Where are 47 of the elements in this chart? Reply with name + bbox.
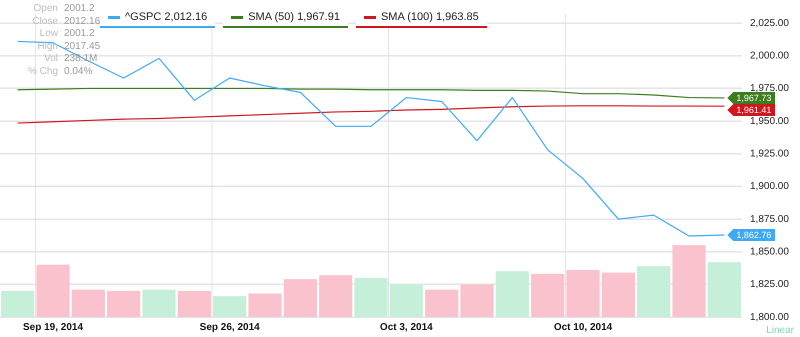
y-tick-label: 1,900.00 <box>750 181 790 192</box>
bar <box>496 271 529 317</box>
y-tick-label: 2,000.00 <box>750 50 790 62</box>
x-tick-label: Oct 3, 2014 <box>380 322 434 333</box>
annotation: % Chg 0.04% <box>26 66 92 78</box>
y-tick-label: 1,950.00 <box>750 116 790 127</box>
annotation: Low 2001.2 <box>38 28 95 40</box>
bar <box>107 290 140 317</box>
bar <box>36 264 70 317</box>
legend-label: ^GSPC 2,012.16 <box>125 11 208 23</box>
legend-label: SMA (50) 1,967.91 <box>248 11 340 23</box>
bar <box>602 272 635 317</box>
text: Linear <box>766 325 794 336</box>
y-tick-label: 1,875.00 <box>750 214 790 225</box>
bar <box>178 290 211 317</box>
y-tick-label: 1,850.00 <box>750 246 790 258</box>
y-tick-label: 1,925.00 <box>750 148 790 160</box>
x-tick-label: Sep 19, 2014 <box>22 322 84 333</box>
bar <box>213 296 246 317</box>
bar <box>319 275 352 317</box>
y-tick-label: 1,800.00 <box>750 312 790 323</box>
bar <box>531 274 564 317</box>
bar <box>566 270 600 317</box>
price-tag: 1,961.41 <box>727 104 776 116</box>
bar <box>460 284 494 317</box>
y-tick-label: 2,025.00 <box>750 18 790 29</box>
bar <box>142 290 176 317</box>
x-tick-label: Oct 10, 2014 <box>554 322 613 333</box>
bar <box>708 262 741 317</box>
y-tick-label: 1,975.00 <box>750 83 790 94</box>
bar <box>248 293 282 317</box>
bar <box>672 245 706 317</box>
bar <box>1 290 34 317</box>
x-tick-label: Sep 26, 2014 <box>200 322 260 333</box>
bar <box>637 266 670 317</box>
annotation: High 2017.45 <box>36 40 100 53</box>
bar <box>72 290 105 317</box>
annotation: Open 2001.2 <box>32 3 95 16</box>
bar <box>354 278 388 317</box>
price-tag: 1,862.76 <box>727 229 776 242</box>
y-tick-label: 1,825.00 <box>750 279 790 290</box>
bar <box>390 284 423 317</box>
bar <box>425 290 458 317</box>
bar <box>284 279 317 317</box>
annotation: Close 2012.16 <box>31 16 100 28</box>
legend-label: SMA (100) 1,963.85 <box>380 11 479 23</box>
price-tag: 1,967.73 <box>727 92 776 104</box>
